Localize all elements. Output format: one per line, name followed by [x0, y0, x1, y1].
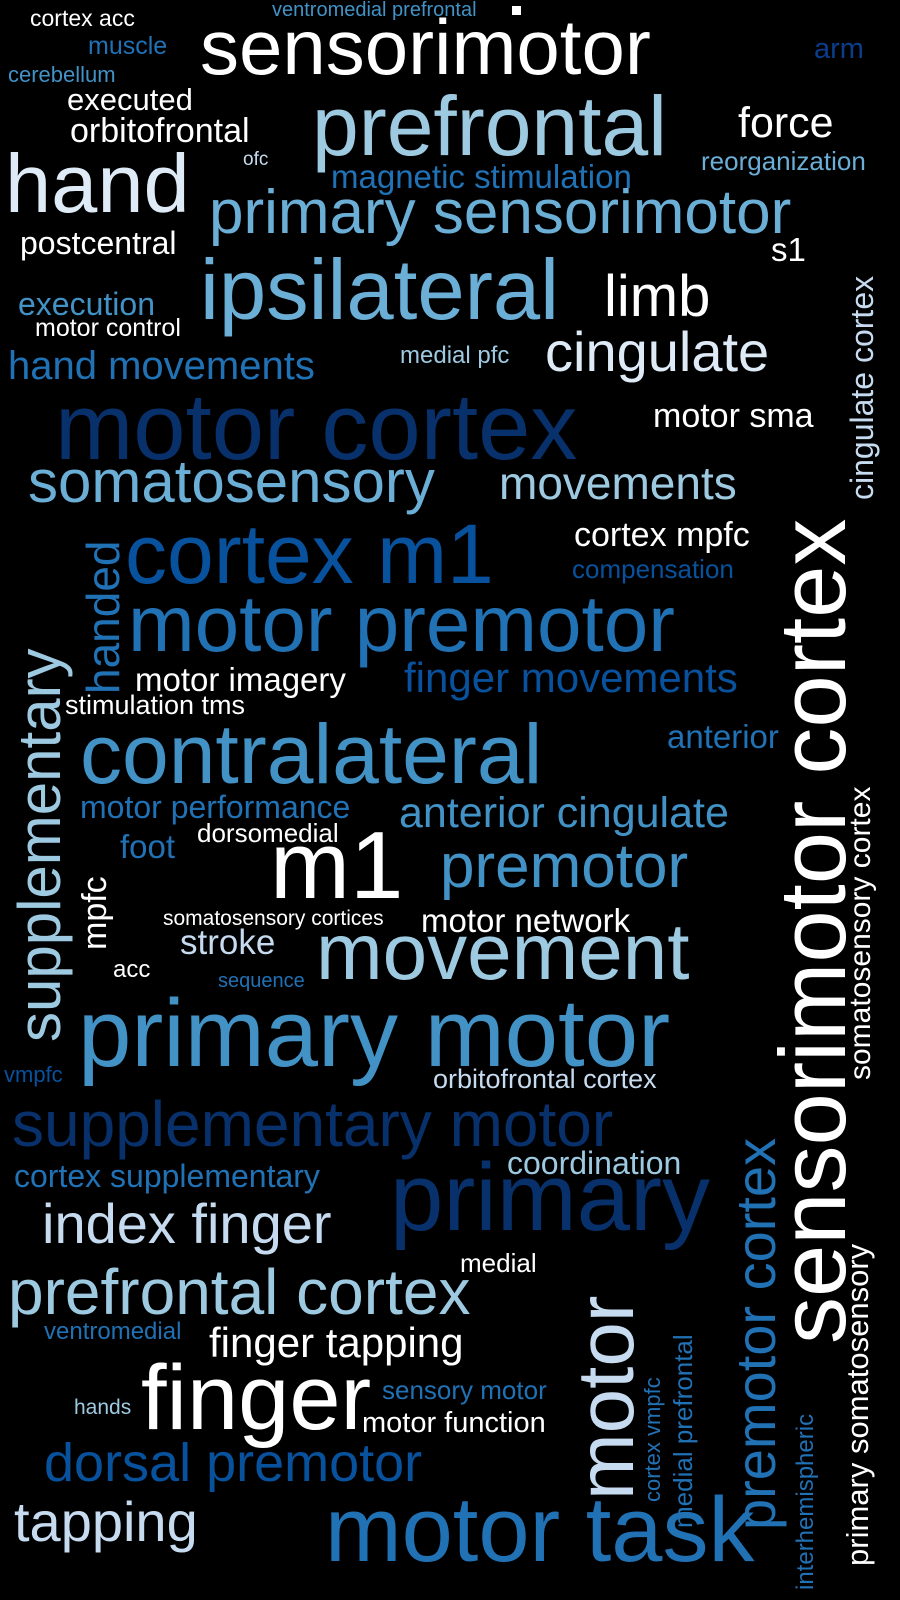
word-dorsal-premotor: dorsal premotor	[44, 1433, 423, 1493]
word-primary-motor: primary motor	[78, 980, 671, 1087]
word-compensation: compensation	[572, 554, 734, 584]
word-orbitofrontal: orbitofrontal	[70, 112, 250, 150]
word-finger-movements: finger movements	[404, 654, 738, 701]
word-stimulation-tms: stimulation tms	[65, 690, 246, 720]
word-finger-tapping: finger tapping	[209, 1319, 464, 1366]
word-foot: foot	[120, 828, 176, 865]
word-s1: s1	[771, 231, 806, 268]
word-interhemispheric: interhemispheric	[792, 1413, 819, 1590]
word-prefrontal-cortex: prefrontal cortex	[8, 1256, 471, 1328]
word-motor: motor	[561, 1295, 650, 1501]
word-movement: movement	[316, 907, 690, 996]
word-coordination: coordination	[507, 1145, 682, 1181]
word-mpfc: mpfc	[76, 876, 114, 950]
word-premotor: premotor	[440, 832, 689, 901]
word-force: force	[738, 99, 834, 147]
word-cerebellum: cerebellum	[8, 62, 116, 87]
word-motor-imagery: motor imagery	[135, 661, 346, 698]
word-ventromedial: ventromedial	[44, 1318, 182, 1345]
word-anterior: anterior	[667, 718, 779, 755]
word-motor-sma: motor sma	[653, 397, 814, 435]
word-sequence: sequence	[218, 970, 305, 992]
word-motor-function: motor function	[362, 1407, 546, 1439]
word-motor-network: motor network	[421, 902, 631, 939]
word-medial: medial	[460, 1248, 537, 1278]
word-medial-pfc: medial pfc	[400, 342, 510, 369]
word-supplementary-motor: supplementary motor	[12, 1088, 614, 1160]
word-anterior-cingulate: anterior cingulate	[399, 789, 729, 837]
word-dorsomedial: dorsomedial	[197, 818, 339, 848]
word-movements: movements	[499, 457, 737, 509]
word-acc: acc	[113, 956, 151, 983]
word-muscle: muscle	[88, 32, 168, 60]
word-hands: hands	[74, 1396, 132, 1419]
word-cortex-acc: cortex acc	[30, 5, 135, 31]
word-orbitofrontal-cortex: orbitofrontal cortex	[433, 1064, 657, 1094]
word-handed: handed	[77, 540, 129, 695]
word-contralateral: contralateral	[80, 707, 543, 801]
word-m1: m1	[270, 812, 404, 919]
word-execution: execution	[18, 286, 155, 322]
word-postcentral: postcentral	[20, 225, 177, 261]
word-motor-performance: motor performance	[80, 789, 351, 825]
word-cortex-supplementary: cortex supplementary	[14, 1158, 320, 1194]
word-executed: executed	[67, 82, 193, 117]
word-ofc: ofc	[243, 149, 269, 170]
word-prefrontal: prefrontal	[312, 79, 667, 173]
word-motor-premotor: motor premotor	[128, 579, 675, 668]
word-vmpfc: vmpfc	[4, 1062, 63, 1087]
word-primary: primary	[390, 1144, 711, 1251]
word-supplementary: supplementary	[6, 648, 73, 1042]
word-motor-task: motor task	[325, 1479, 755, 1581]
word-premotor-cortex: premotor cortex	[724, 1137, 787, 1530]
word-stroke: stroke	[180, 923, 276, 962]
word-somatosensory: somatosensory	[28, 448, 435, 515]
word-tapping: tapping	[14, 1490, 198, 1553]
word-primary-somatosensory: primary somatosensory	[840, 1243, 875, 1566]
word-cingulate-cortex: cingulate cortex	[844, 275, 880, 500]
word-magnetic-stimulation: magnetic stimulation	[331, 158, 632, 195]
word-index-finger: index finger	[42, 1192, 332, 1255]
word-ipsilateral: ipsilateral	[200, 243, 560, 338]
word-somatosensory-cortex: somatosensory cortex	[844, 786, 877, 1080]
word-hand-movements: hand movements	[8, 344, 315, 388]
word-limb: limb	[604, 264, 711, 329]
word-motor-cortex: motor cortex	[55, 374, 578, 479]
word-reorganization: reorganization	[701, 146, 866, 176]
word-cortex-m1: cortex m1	[125, 507, 494, 601]
word-cortex-vmpfc: cortex vmpfc	[640, 1377, 665, 1502]
word-ventromedial-prefrontal: ventromedial prefrontal	[272, 0, 477, 21]
word-sensory-motor: sensory motor	[382, 1375, 547, 1405]
word-cingulate: cingulate	[545, 320, 770, 383]
word-hand: hand	[5, 137, 190, 230]
word-cortex-mpfc: cortex mpfc	[574, 516, 750, 554]
word-somatosensory-cortices: somatosensory cortices	[163, 907, 384, 930]
word-sensorimotor: sensorimotor	[200, 3, 651, 91]
word-primary-sensorimotor: primary sensorimotor	[209, 178, 792, 247]
marker-square	[512, 6, 521, 15]
word-motor-control: motor control	[35, 314, 181, 342]
word-medial-prefrontal: medial prefrontal	[668, 1334, 698, 1528]
word-finger: finger	[141, 1347, 372, 1449]
word-arm: arm	[814, 33, 864, 65]
